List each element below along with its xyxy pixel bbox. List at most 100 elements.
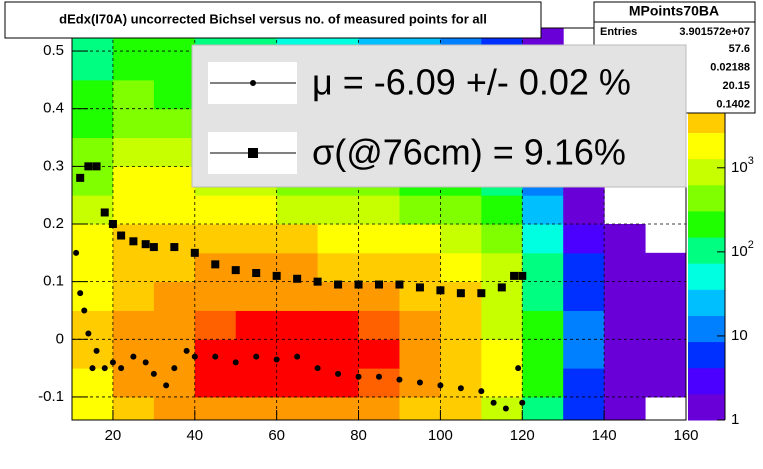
color-bar-band bbox=[688, 289, 725, 316]
heatmap-cell bbox=[481, 339, 523, 369]
heatmap-cell bbox=[399, 224, 441, 254]
heatmap-cell bbox=[563, 224, 605, 254]
point bbox=[84, 162, 93, 171]
z-tick-exponent: 2 bbox=[748, 239, 754, 251]
point bbox=[232, 359, 239, 366]
color-bar-band bbox=[688, 263, 725, 290]
heatmap-cell bbox=[235, 224, 278, 254]
heatmap-cell bbox=[604, 339, 646, 369]
heatmap-cell bbox=[235, 195, 278, 225]
heatmap-cell bbox=[645, 281, 686, 311]
heatmap-cell bbox=[645, 368, 686, 398]
heatmap-cell bbox=[194, 396, 237, 420]
heatmap-cell bbox=[358, 310, 400, 340]
heatmap-cell bbox=[358, 195, 400, 225]
heatmap-cell bbox=[358, 252, 400, 283]
heatmap-cell bbox=[72, 396, 114, 420]
heatmap-cell bbox=[194, 368, 237, 398]
heatmap-cell bbox=[276, 281, 319, 311]
heatmap-cell bbox=[72, 310, 114, 340]
heatmap-cell bbox=[194, 224, 237, 254]
point bbox=[117, 231, 126, 240]
point bbox=[376, 373, 382, 380]
heatmap-cell bbox=[358, 396, 400, 420]
heatmap-cell bbox=[522, 310, 564, 340]
heatmap-cell bbox=[276, 310, 319, 340]
heatmap-cell bbox=[153, 396, 196, 420]
point bbox=[490, 399, 497, 406]
point bbox=[515, 365, 522, 372]
heatmap-cell bbox=[604, 252, 646, 283]
point bbox=[314, 365, 321, 372]
z-tick-label: 10 bbox=[731, 327, 748, 344]
heatmap-cell bbox=[153, 137, 196, 167]
y-tick-label: 0 bbox=[56, 330, 64, 347]
point bbox=[253, 353, 260, 360]
heatmap-cell bbox=[440, 252, 482, 283]
color-bar-band bbox=[688, 367, 725, 395]
heatmap-cell bbox=[399, 195, 441, 225]
point bbox=[108, 220, 117, 228]
z-tick-exponent: 3 bbox=[748, 155, 754, 167]
point bbox=[252, 269, 261, 277]
point bbox=[456, 289, 465, 298]
heatmap-cell bbox=[235, 252, 278, 283]
point bbox=[395, 280, 404, 289]
heatmap-cell bbox=[440, 310, 482, 340]
stats-label: Entries bbox=[600, 26, 637, 38]
point bbox=[437, 382, 444, 389]
heatmap-cell bbox=[153, 166, 196, 196]
heatmap-cell bbox=[112, 108, 155, 139]
heatmap-cell bbox=[358, 368, 400, 398]
heatmap-cell bbox=[112, 310, 155, 340]
heatmap-cell bbox=[317, 195, 360, 225]
point bbox=[355, 373, 362, 380]
z-tick-label: 1 bbox=[731, 411, 739, 428]
point bbox=[335, 370, 342, 377]
x-tick-label: 140 bbox=[592, 427, 617, 444]
color-bar-band bbox=[688, 210, 725, 238]
point bbox=[100, 208, 109, 217]
heatmap-cell bbox=[604, 281, 646, 311]
point bbox=[436, 286, 445, 295]
heatmap-cell bbox=[645, 252, 686, 283]
legend-label: σ(@76cm) = 9.16% bbox=[312, 132, 626, 173]
point bbox=[163, 382, 170, 389]
point bbox=[81, 307, 88, 314]
heatmap-cell bbox=[153, 281, 196, 311]
heatmap-cell bbox=[112, 79, 155, 110]
y-tick-label: 0.5 bbox=[43, 42, 64, 59]
heatmap-cell bbox=[645, 339, 686, 369]
heatmap-cell bbox=[563, 339, 605, 369]
heatmap-cell bbox=[563, 396, 605, 420]
stats-value: 0.1402 bbox=[716, 98, 750, 110]
heatmap-cell bbox=[481, 195, 523, 225]
heatmap-cell bbox=[399, 339, 441, 369]
point bbox=[478, 388, 485, 395]
heatmap-cell bbox=[645, 310, 686, 340]
x-tick-label: 100 bbox=[428, 427, 453, 444]
heatmap-cell bbox=[440, 224, 482, 254]
point bbox=[85, 330, 92, 337]
point bbox=[118, 365, 125, 372]
heatmap-cell bbox=[235, 281, 278, 311]
heatmap-cell bbox=[317, 252, 360, 283]
heatmap-cell bbox=[604, 396, 646, 420]
stats-title: MPoints70BA bbox=[629, 3, 719, 19]
point bbox=[109, 359, 116, 366]
heatmap-cell bbox=[276, 224, 319, 254]
heatmap-cell bbox=[481, 368, 523, 398]
heatmap-cell bbox=[440, 396, 482, 420]
point bbox=[497, 283, 506, 292]
point bbox=[294, 353, 301, 360]
heatmap-cell bbox=[563, 310, 605, 340]
x-tick-label: 160 bbox=[673, 427, 698, 444]
point bbox=[273, 356, 280, 363]
point bbox=[183, 347, 190, 354]
point bbox=[375, 280, 383, 289]
point bbox=[502, 405, 509, 412]
point bbox=[231, 266, 240, 275]
x-tick-label: 40 bbox=[186, 427, 203, 444]
heatmap-cell bbox=[112, 252, 155, 283]
color-bar-band bbox=[688, 132, 725, 160]
